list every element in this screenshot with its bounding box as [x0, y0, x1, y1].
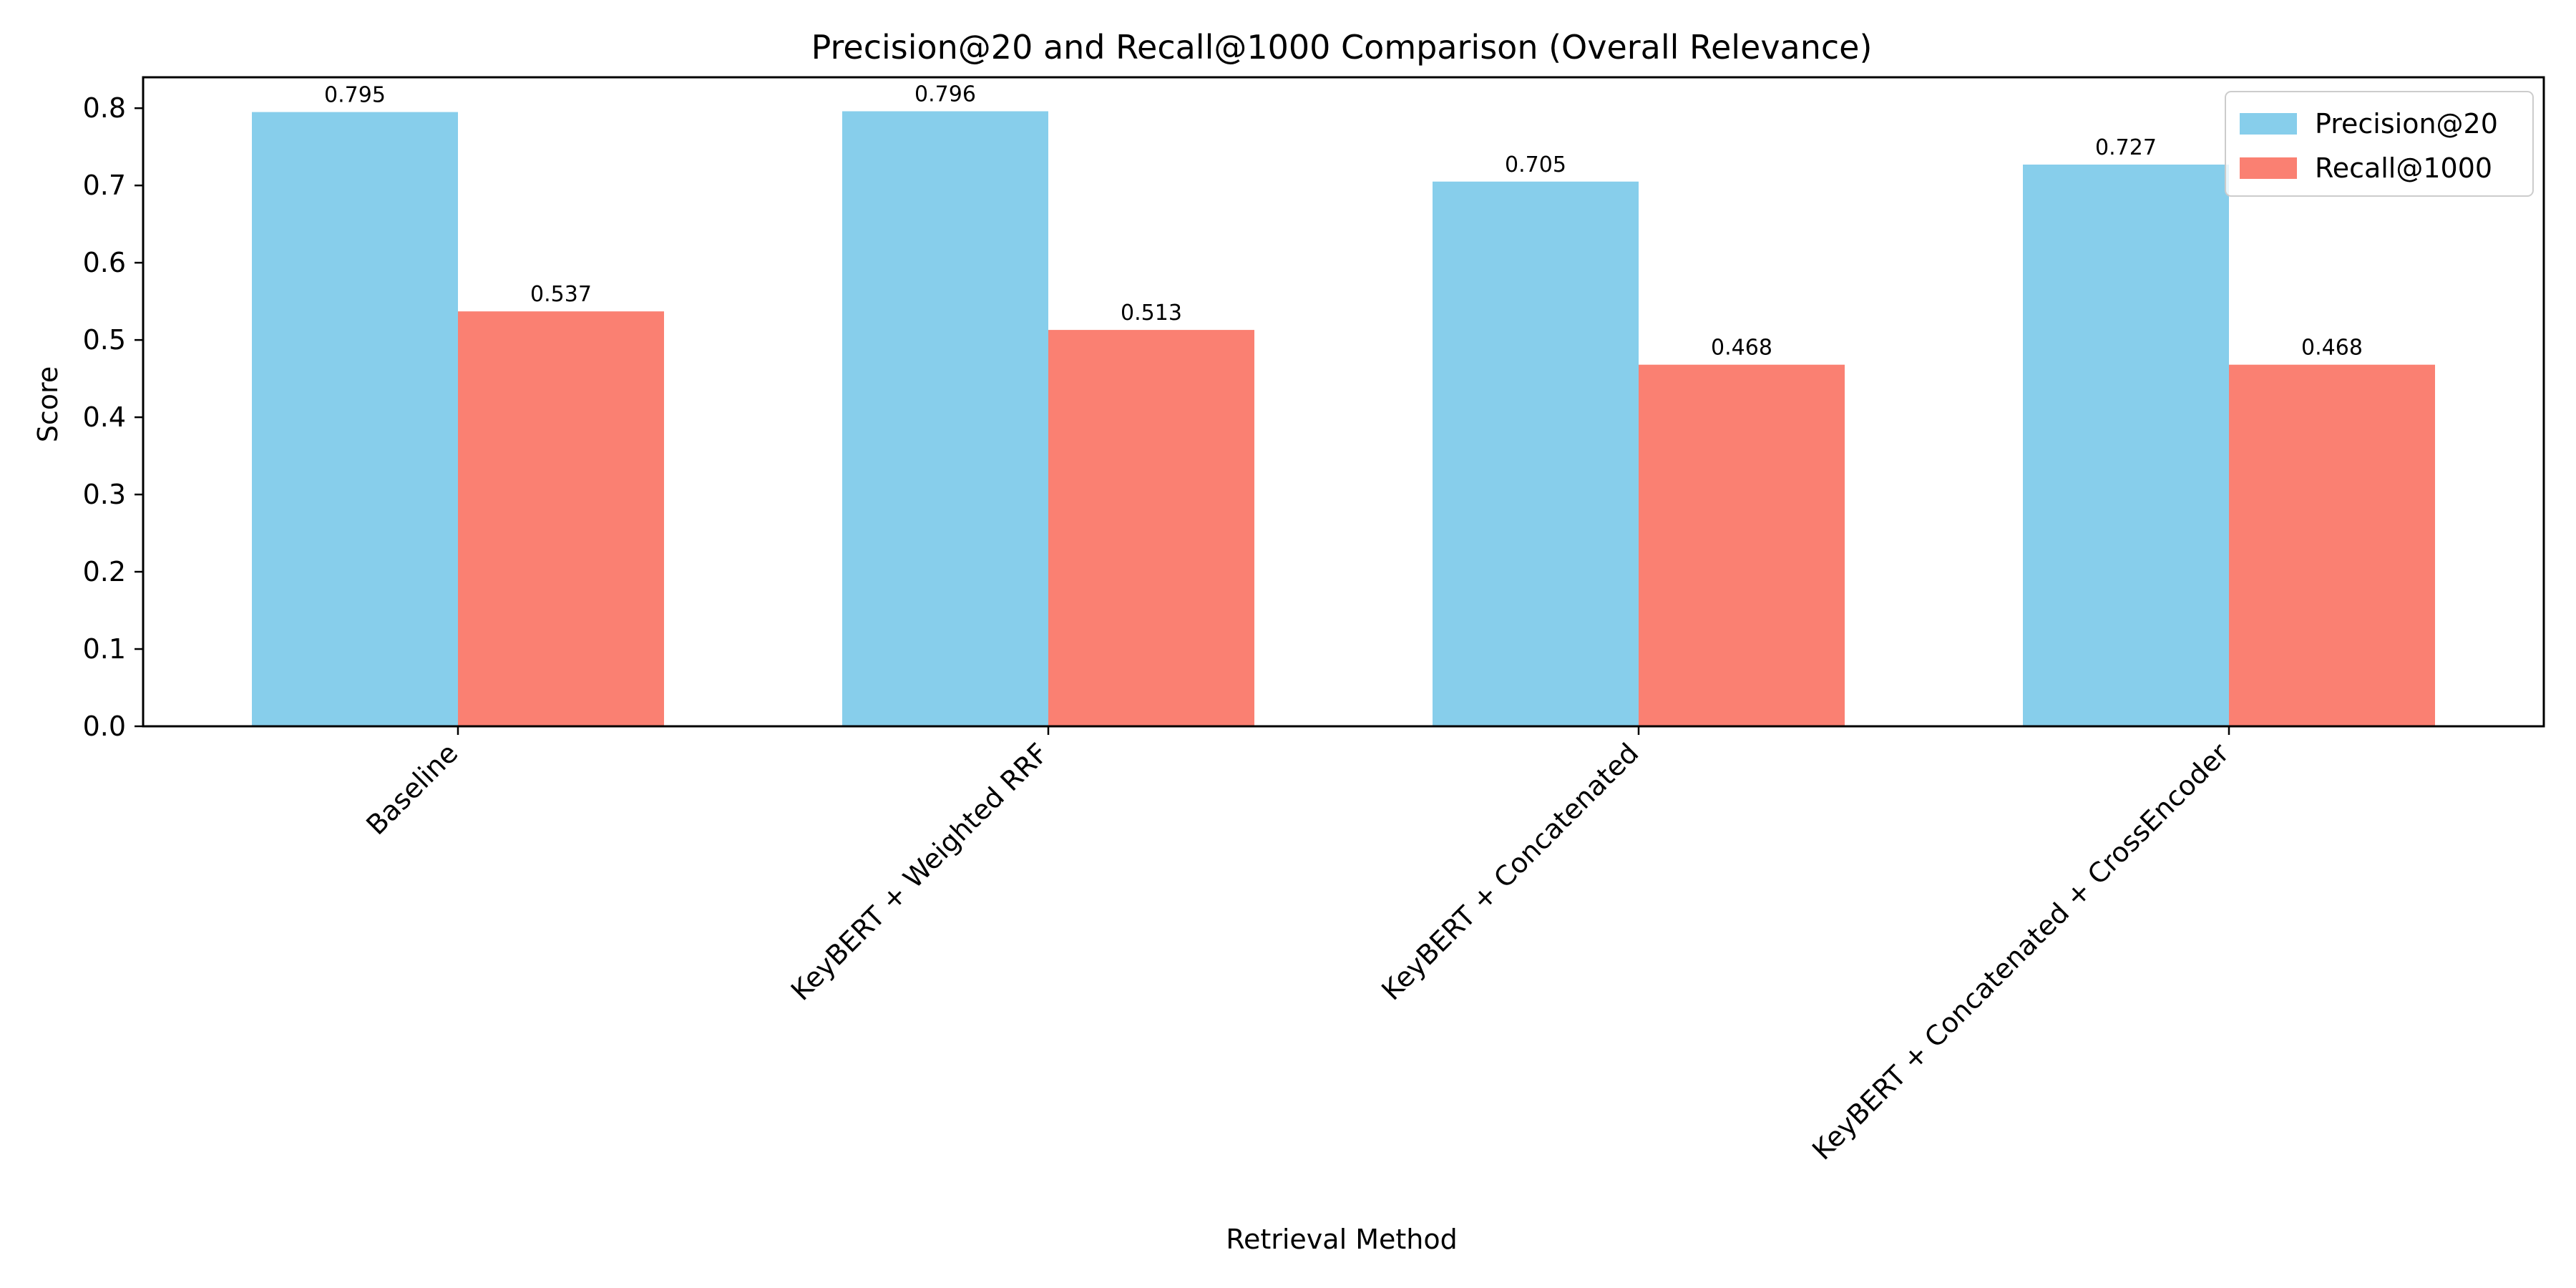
bar-recall-2: [1048, 330, 1254, 726]
bar-recall-4: [2229, 364, 2435, 726]
bar-labels-layer: 0.795 0.537 0.796 0.513 0.705 0.468 0.727 0.468: [324, 82, 2363, 361]
bars-layer: [252, 111, 2435, 727]
legend-label-recall: Recall@1000: [2315, 152, 2492, 184]
legend-swatch-precision: [2240, 113, 2297, 135]
bar-value-label: 0.513: [1121, 301, 1182, 326]
bar-value-label: 0.468: [2301, 336, 2363, 361]
y-tick-label: 0.7: [83, 170, 126, 201]
bar-recall-3: [1639, 364, 1845, 726]
bar-precision-2: [842, 111, 1048, 726]
bar-precision-4: [2023, 165, 2229, 727]
y-tick-label: 0.3: [83, 479, 126, 510]
legend-label-precision: Precision@20: [2315, 108, 2498, 140]
y-tick-label: 0.1: [83, 633, 126, 665]
y-tick-label: 0.0: [83, 711, 126, 742]
legend: Precision@20 Recall@1000: [2225, 91, 2534, 197]
bar-recall-1: [458, 311, 664, 726]
bar-precision-1: [252, 112, 458, 726]
y-axis-label: Score: [32, 366, 64, 442]
y-tick-label: 0.6: [83, 247, 126, 278]
bar-value-label: 0.795: [324, 83, 386, 108]
y-tick-label: 0.4: [83, 401, 126, 433]
bar-value-label: 0.468: [1711, 336, 1772, 361]
y-ticks-layer: 0.0 0.1 0.2 0.3 0.4 0.5 0.6 0.7 0.8: [83, 92, 143, 742]
y-tick-label: 0.8: [83, 92, 126, 124]
bar-value-label: 0.537: [530, 282, 592, 307]
y-tick-label: 0.5: [83, 324, 126, 356]
bar-precision-3: [1433, 181, 1639, 727]
bar-value-label: 0.796: [914, 82, 976, 107]
legend-swatch-recall: [2240, 157, 2297, 179]
y-tick-label: 0.2: [83, 556, 126, 587]
bar-value-label: 0.705: [1505, 152, 1566, 177]
plot-frame: [142, 76, 2545, 728]
bar-value-label: 0.727: [2095, 135, 2157, 160]
x-axis-label: Retrieval Method: [1226, 1224, 1457, 1255]
chart-title: Precision@20 and Recall@1000 Comparison …: [811, 28, 1873, 67]
legend-box: [2225, 91, 2534, 197]
